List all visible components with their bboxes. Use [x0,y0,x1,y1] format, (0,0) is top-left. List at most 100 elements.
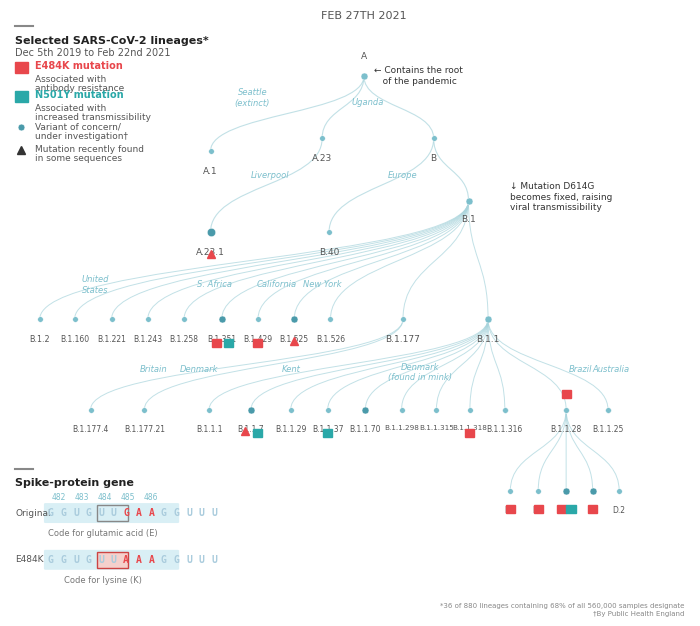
Text: U: U [211,555,217,565]
Text: Brazil: Brazil [568,364,592,374]
Text: B.1.258: B.1.258 [169,335,199,344]
Text: G: G [161,508,167,518]
Text: B.1.221: B.1.221 [97,335,126,344]
Text: N501Y mutation: N501Y mutation [35,90,123,100]
Bar [97,505,128,521]
Text: B: B [430,154,437,163]
Text: U: U [111,508,117,518]
Text: G: G [85,508,92,518]
Text: Dec 5th 2019 to Feb 22nd 2021: Dec 5th 2019 to Feb 22nd 2021 [15,48,171,58]
Text: G: G [161,555,167,565]
Bar [253,429,262,438]
Text: B.1.525: B.1.525 [280,335,309,344]
Bar [588,505,597,513]
Text: G: G [60,555,66,565]
Bar [15,91,28,102]
Bar [323,429,332,438]
Bar [253,339,262,347]
Text: Code for lysine (K): Code for lysine (K) [64,576,141,585]
Text: Spike-protein gene: Spike-protein gene [15,478,134,488]
Bar [212,339,221,347]
Text: A: A [136,508,141,518]
Text: Variant of concern/: Variant of concern/ [35,123,120,132]
Text: Seattle
(extinct): Seattle (extinct) [234,88,270,108]
Text: in some sequences: in some sequences [35,154,122,163]
Text: D.2: D.2 [612,506,626,515]
Bar [566,505,575,513]
Text: B.1.1.298: B.1.1.298 [384,425,419,431]
Text: B.1.1.29: B.1.1.29 [275,425,307,434]
Text: Denmark: Denmark [179,364,218,374]
Text: A.23: A.23 [312,154,332,163]
Text: S. Africa: S. Africa [197,280,232,289]
Text: Europe: Europe [388,172,417,180]
Text: †By Public Health England: †By Public Health England [594,611,685,617]
Text: U: U [186,508,192,518]
Text: *36 of 880 lineages containing 68% of all 560,000 samples designate: *36 of 880 lineages containing 68% of al… [440,603,685,609]
Text: G: G [60,508,66,518]
Text: B.1.1.7: B.1.1.7 [238,425,265,434]
Text: Australia: Australia [593,364,630,374]
Bar [533,505,542,513]
Text: 484: 484 [97,493,112,502]
Text: Britain: Britain [139,364,167,374]
Text: G: G [174,508,179,518]
Text: E484K mutation: E484K mutation [35,61,122,71]
Text: P.1: P.1 [561,506,571,515]
Text: A.1: A.1 [203,167,218,175]
Text: B.1.1.316: B.1.1.316 [486,425,523,434]
Text: 485: 485 [120,493,135,502]
Text: G: G [174,555,179,565]
Text: B.1: B.1 [461,215,476,223]
Text: B.1.1.1: B.1.1.1 [196,425,223,434]
Text: B.1.1.25: B.1.1.25 [592,425,624,434]
Text: B.40: B.40 [319,247,339,257]
Text: B.1.177.4: B.1.177.4 [72,425,108,434]
Text: Original: Original [15,508,51,518]
Text: A: A [148,555,154,565]
Text: G: G [48,508,54,518]
Text: B.1.1.315: B.1.1.315 [419,425,454,431]
Text: ↓ Mutation D614G
becomes fixed, raising
viral transmissibility: ↓ Mutation D614G becomes fixed, raising … [510,182,612,212]
Text: U: U [98,508,104,518]
Text: A: A [148,508,154,518]
Text: B.1.526: B.1.526 [316,335,345,344]
Text: U: U [199,555,204,565]
Text: United
States: United States [82,275,109,295]
Bar [561,390,570,398]
Text: U: U [211,508,217,518]
Text: antibody resistance: antibody resistance [35,84,124,93]
Bar [506,505,515,513]
Text: U: U [73,508,79,518]
Text: B.1.177: B.1.177 [386,335,421,344]
FancyBboxPatch shape [44,550,179,570]
Text: A.23.1: A.23.1 [196,247,225,257]
Text: U: U [111,555,117,565]
Text: Associated with: Associated with [35,104,106,113]
Text: Selected SARS-CoV-2 lineages*: Selected SARS-CoV-2 lineages* [15,36,209,46]
Text: G: G [123,508,129,518]
Text: Liverpool: Liverpool [251,172,289,180]
Text: G: G [85,555,92,565]
Bar [556,505,566,513]
Text: Uganda: Uganda [351,98,384,107]
Text: B.1.177.21: B.1.177.21 [124,425,164,434]
Text: 483: 483 [74,493,89,502]
Text: Denmark
(found in mink): Denmark (found in mink) [388,362,452,382]
Bar [15,62,28,73]
Text: E484K: E484K [15,555,44,564]
Text: 482: 482 [51,493,66,502]
Text: Associated with: Associated with [35,75,106,84]
Text: U: U [186,555,192,565]
Text: increased transmissibility: increased transmissibility [35,113,151,122]
Text: ← Contains the root
   of the pandemic: ← Contains the root of the pandemic [374,66,463,86]
Text: B.1.2: B.1.2 [29,335,50,344]
Text: B.1.429: B.1.429 [244,335,272,344]
Text: U: U [73,555,79,565]
Bar [224,339,233,347]
Text: California: California [257,280,297,289]
Text: B.1.1.28: B.1.1.28 [550,425,582,434]
Text: R.2: R.2 [532,506,545,515]
Text: B.1.1.37: B.1.1.37 [312,425,344,434]
Text: B.1.351: B.1.351 [207,335,237,344]
